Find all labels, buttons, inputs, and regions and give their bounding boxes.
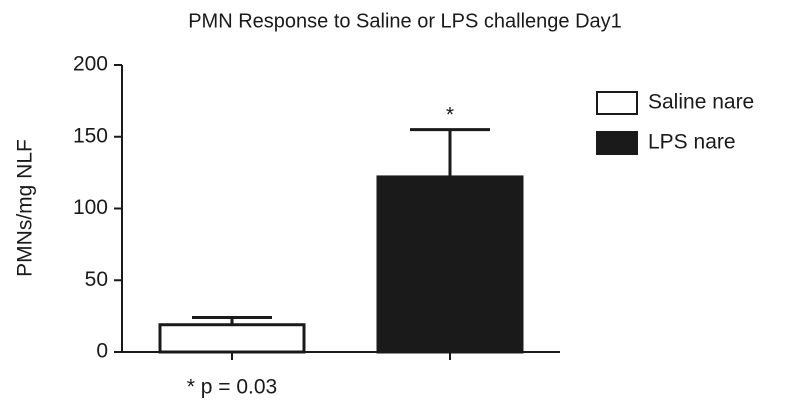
y-axis-label: PMNs/mg NLF [14,139,37,277]
bar [158,323,306,354]
y-tick-label: 0 [96,340,108,363]
significance-star: * [446,104,454,127]
legend-label: Saline nare [648,91,754,114]
bar [376,175,524,354]
legend-swatch [596,131,638,155]
y-tick-label: 150 [73,124,108,147]
y-tick-label: 50 [85,268,108,291]
p-value-note: * p = 0.03 [187,376,278,399]
y-tick-label: 200 [73,53,108,76]
chart-title: PMN Response to Saline or LPS challenge … [188,10,622,32]
y-tick-label: 100 [73,196,108,219]
legend-swatch [596,91,638,115]
legend-label: LPS nare [648,131,736,154]
